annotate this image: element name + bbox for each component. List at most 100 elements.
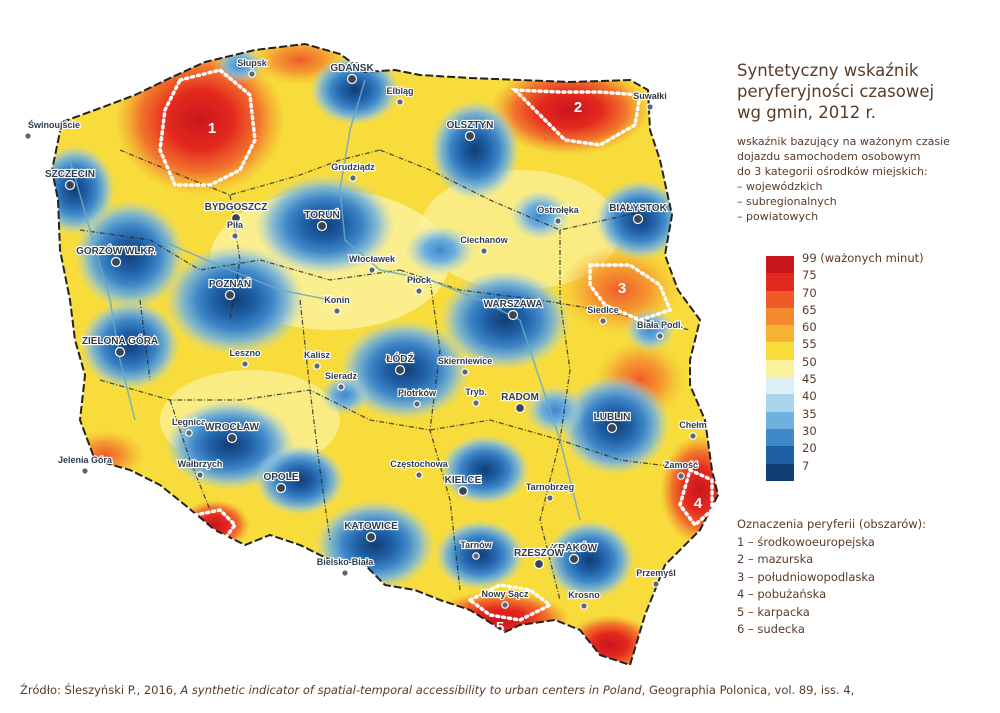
city-dot [632,213,644,225]
legend-label: 30 [802,423,817,438]
periphery-item: 1 – środkowoeuropejska [737,534,875,549]
city-dot [337,383,345,391]
periphery-number: 6 [209,526,217,543]
legend-swatch [766,325,794,343]
city-dot [368,266,376,274]
legend-label: 70 [802,285,817,300]
periphery-number: 5 [496,619,504,636]
city-dot [415,471,423,479]
city-label: Piła [227,220,244,230]
legend-swatch [766,342,794,360]
city-dot [507,309,519,321]
source-prefix: Źródło: Śleszyński P., 2016, [20,683,181,697]
legend-row: 45 [766,372,966,395]
legend-row: 35 [766,407,966,429]
city-label: WARSZAWA [484,299,543,310]
city-label: Siedlce [587,305,619,315]
city-label: GORZÓW WLKP. [76,244,156,257]
city-label: RADOM [501,392,539,403]
title-line-1: Syntetyczny wskaźnik [737,61,919,80]
legend-row: 55 [766,337,966,360]
legend-swatch [766,273,794,291]
city-label: Tarnobrzeg [526,482,574,492]
city-dot [568,553,580,565]
source-suffix: , Geographia Polonica, vol. 89, iss. 4, [641,683,855,697]
city-dot [656,332,664,340]
legend-swatch [766,359,794,378]
city-label: Słupsk [237,58,268,68]
legend-row: 50 [766,355,966,378]
periphery-numbers: 1 2 3 4 5 6 [208,99,703,636]
city-dot [501,601,509,609]
city-label: Nowy Sącz [481,589,529,599]
city-dot [580,602,588,610]
city-dot [546,494,554,502]
poland-map: 1 2 3 4 5 6 GDAŃSK Słupsk Elbląg OLSZTYN Suwałki Ś… [24,42,720,667]
legend-swatch [766,463,794,481]
city-label: Elbląg [386,86,413,96]
city-dot [24,132,32,140]
city-dot [413,400,421,408]
city-label: OLSZTYN [447,120,494,131]
periphery-item: 6 – sudecka [737,622,805,636]
city-dot [114,346,126,358]
city-dot [415,287,423,295]
city-label: Tryb. [465,387,487,397]
city-dot [230,212,242,224]
city-dot [341,569,349,577]
city-label: Bielsko-Biała [317,557,375,567]
city-dot [457,485,469,497]
periphery-number: 3 [618,280,626,297]
periphery-item: 5 – karpacka [737,604,810,619]
city-dot [677,472,685,480]
legend-label: 7 [802,458,810,473]
city-label: TORUŃ [304,208,339,221]
city-label: Ostrołęka [537,205,580,215]
map-description: wskaźnik bazujący na ważonym czasie dojaz… [737,134,997,224]
city-label: LUBLIN [594,412,631,423]
city-dot [333,307,341,315]
description-line: – powiatowych [737,210,819,223]
legend-label: 55 [802,337,817,352]
city-dot [196,471,204,479]
periphery-item: 2 – mazurska [737,552,814,566]
description-line: wskaźnik bazujący na ważonym czasie [737,135,950,148]
legend-row: 99 (ważonych minut) [766,251,966,274]
city-dot [241,360,249,368]
city-dot [275,482,287,494]
legend-swatch [766,411,794,429]
city-label: WROCŁAW [205,422,259,433]
description-line: – wojewódzkich [737,180,823,193]
city-dot [346,73,358,85]
map-title: Syntetyczny wskaźnik peryferyjności czas… [737,60,997,123]
city-dot [64,179,76,191]
city-dot [652,580,660,588]
city-dot [461,368,469,376]
legend-row: 40 [766,389,966,412]
city-label: BYDGOSZCZ [205,202,268,213]
city-dot [231,232,239,240]
periphery-item: 4 – pobużańska [737,587,827,601]
periphery-legend-items: 1 – środkowoeuropejska 2 – mazurska 3 – po… [737,534,997,639]
legend-label: 50 [802,354,817,369]
city-markers: GDAŃSK Słupsk Elbląg OLSZTYN Suwałki Świnoujś… [24,57,708,610]
legend-label: 60 [802,320,817,335]
city-dot [81,467,89,475]
description-line: – subregionalnych [737,195,837,208]
city-dot [533,558,545,570]
city-dot [554,217,562,225]
legend-row: 65 [766,303,966,326]
legend-row: 75 [766,268,966,291]
city-label: Płock [407,275,432,285]
periphery-outlines [158,68,714,622]
periphery-number: 1 [208,120,216,137]
city-dot [224,289,236,301]
legend-swatch [766,377,794,395]
city-label: Skierniewice [438,356,493,366]
city-label: Jelenia Góra [58,455,113,465]
city-dot [226,432,238,444]
city-label: OPOLE [263,472,298,483]
city-dot [313,362,321,370]
city-label: Piotrków [398,388,437,398]
city-label: KRAKÓW [551,541,598,554]
